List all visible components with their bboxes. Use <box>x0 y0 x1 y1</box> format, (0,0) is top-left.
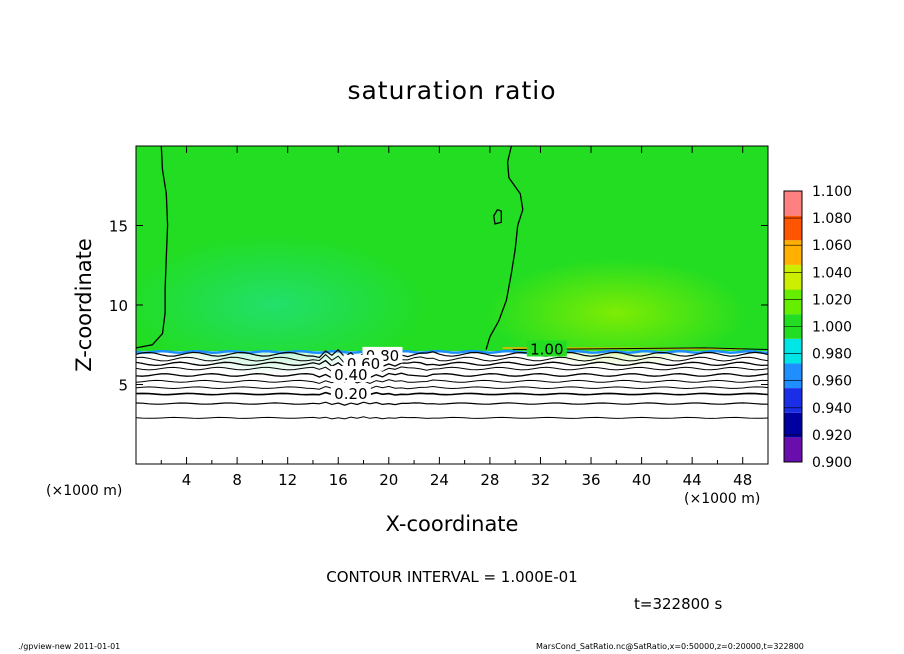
x-tick-label: 20 <box>379 471 398 489</box>
x-tick-label: 4 <box>182 471 192 489</box>
y-tick-label: 15 <box>109 218 128 236</box>
contour-line-1.00-right <box>512 347 768 350</box>
footer-left-text: ./gpview-new 2011-01-01 <box>18 642 121 651</box>
field-supersaturated-patch <box>486 257 747 368</box>
x-tick-label: 40 <box>632 471 651 489</box>
colorbar-label: 0.940 <box>812 401 852 417</box>
contour-line-band-9 <box>136 416 768 420</box>
contour-line-band-0 <box>136 348 768 360</box>
contour-line-band-4 <box>136 371 768 379</box>
contour-line-band-5 <box>136 378 768 385</box>
x-tick-label: 24 <box>430 471 449 489</box>
contour-label: 1.00 <box>530 341 563 359</box>
colorbar-segment <box>784 363 802 389</box>
colorbar-label: 1.100 <box>812 184 852 200</box>
x-unit-label-right: (×1000 m) <box>684 491 761 507</box>
contour-line-band-6 <box>136 385 768 391</box>
x-tick-label: 36 <box>581 471 600 489</box>
colorbar-label: 1.060 <box>812 238 852 254</box>
x-tick-label: 48 <box>733 471 752 489</box>
x-tick-label: 16 <box>329 471 348 489</box>
colorbar-segment <box>784 437 802 462</box>
contour-label: 0.20 <box>334 385 367 403</box>
colorbar-segment <box>784 240 802 265</box>
colorbar-segment <box>784 215 802 241</box>
colorbar-label: 0.960 <box>812 374 852 390</box>
y-tick-label: 5 <box>118 377 128 395</box>
contour-line-band-8 <box>136 401 768 406</box>
contour-label-bg <box>330 385 371 402</box>
x-axis-label: X-coordinate <box>385 512 519 536</box>
x-tick-label: 44 <box>683 471 702 489</box>
x-unit-label-left: (×1000 m) <box>46 483 123 499</box>
colorbar-label: 0.980 <box>812 347 852 363</box>
colorbar-segment <box>784 338 802 364</box>
colorbar-label: 0.900 <box>812 455 852 471</box>
x-tick-label: 12 <box>278 471 297 489</box>
colorbar-label: 1.040 <box>812 265 852 281</box>
colorbar-label: 1.020 <box>812 292 852 308</box>
x-tick-label: 8 <box>232 471 242 489</box>
contour-line-band-2 <box>136 359 768 369</box>
contour-line-band-7 <box>136 391 768 397</box>
contour-label-bg <box>526 340 567 357</box>
time-label: t=322800 s <box>634 595 723 613</box>
x-tick-label: 32 <box>531 471 550 489</box>
field-subsaturated-patch <box>136 235 425 375</box>
colorbar-label: 1.000 <box>812 320 852 336</box>
colorbar-segment <box>784 412 802 438</box>
contour-line-1.00-island <box>493 209 502 225</box>
x-tick-label: 28 <box>480 471 499 489</box>
footer-right-text: MarsCond_SatRatio.nc@SatRatio,x=0:50000,… <box>536 642 804 651</box>
chart-title: saturation ratio <box>347 76 557 105</box>
y-tick-label: 10 <box>109 297 128 315</box>
contour-line-band-3 <box>136 365 768 373</box>
contour-line-1.00-left <box>136 146 169 349</box>
colorbar-label: 0.920 <box>812 428 852 444</box>
colorbar-segment <box>784 264 802 290</box>
contour-line-band-1 <box>136 353 768 364</box>
colorbar-segment <box>784 191 802 216</box>
contour-line-1.00-mid <box>485 146 524 350</box>
colorbar-label: 1.080 <box>812 211 852 227</box>
colorbar-segment <box>784 388 802 413</box>
contour-interval-text: CONTOUR INTERVAL = 1.000E-01 <box>326 568 578 586</box>
colorbar-segment <box>784 289 802 315</box>
contour-label: 0.40 <box>334 366 367 384</box>
contour-label-bg <box>330 365 371 382</box>
